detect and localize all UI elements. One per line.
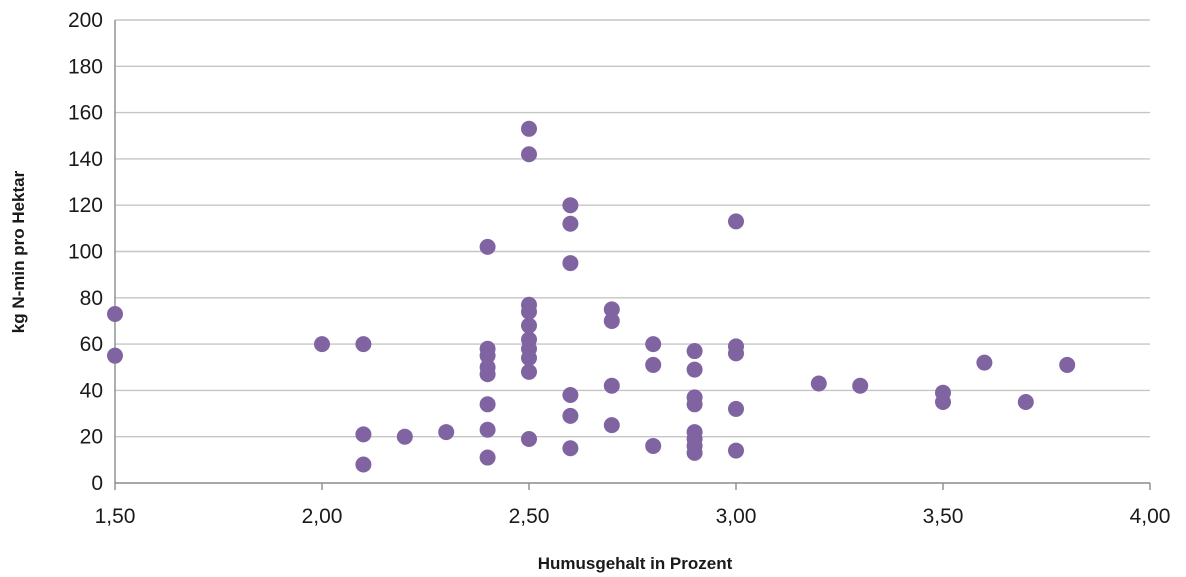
- data-point: [107, 347, 123, 364]
- y-tick-label: 200: [68, 9, 103, 32]
- data-point: [686, 396, 703, 413]
- data-point: [728, 345, 744, 362]
- x-tick-label: 3,00: [716, 505, 757, 528]
- data-point: [355, 456, 372, 473]
- axes: [114, 20, 1151, 490]
- data-point: [562, 197, 579, 214]
- data-point: [521, 303, 537, 320]
- x-axis-title: Humusgehalt in Prozent: [538, 554, 733, 573]
- y-tick-label: 60: [80, 333, 103, 356]
- y-tick-label: 0: [91, 472, 103, 495]
- data-point: [396, 428, 413, 445]
- data-point: [479, 396, 496, 413]
- data-point: [645, 356, 662, 373]
- x-tick-label: 1,50: [95, 505, 136, 528]
- data-point: [603, 301, 620, 318]
- data-point: [728, 213, 744, 230]
- data-point: [810, 375, 827, 392]
- data-point: [728, 442, 744, 459]
- y-tick-label: 80: [80, 287, 103, 310]
- y-axis-ticks: 0 20 40 60 80 100 120 140 160 180 200: [68, 9, 103, 495]
- y-tick-label: 160: [68, 102, 103, 125]
- data-point: [562, 387, 579, 404]
- data-point: [521, 349, 537, 366]
- y-tick-label: 120: [68, 194, 103, 217]
- data-point: [479, 449, 496, 466]
- grid-lines: [115, 19, 1150, 438]
- data-point: [1059, 356, 1076, 373]
- y-tick-label: 100: [68, 241, 103, 264]
- y-axis-title: kg N-min pro Hektar: [9, 170, 28, 333]
- x-tick-label: 2,00: [302, 505, 343, 528]
- data-point: [603, 417, 620, 434]
- x-tick-label: 4,00: [1130, 505, 1171, 528]
- y-tick-label: 40: [80, 379, 103, 402]
- data-point: [645, 336, 662, 353]
- data-point: [521, 120, 537, 137]
- data-point: [479, 347, 496, 364]
- data-point: [479, 366, 496, 383]
- data-point: [562, 440, 579, 457]
- data-point: [935, 393, 951, 410]
- data-point: [479, 421, 496, 438]
- y-tick-label: 180: [68, 55, 103, 78]
- data-point: [562, 407, 579, 424]
- data-point: [562, 215, 579, 232]
- data-point: [479, 238, 496, 255]
- data-point: [521, 146, 537, 163]
- data-point: [645, 437, 662, 454]
- data-point: [686, 361, 703, 378]
- data-point: [686, 444, 703, 461]
- data-point: [314, 336, 330, 353]
- data-point: [976, 354, 993, 371]
- data-point: [355, 336, 372, 353]
- data-points: [107, 120, 1076, 473]
- data-point: [521, 431, 537, 448]
- data-point: [603, 377, 620, 394]
- data-point: [603, 312, 620, 329]
- data-point: [521, 317, 537, 334]
- data-point: [521, 363, 537, 380]
- data-point: [562, 255, 579, 272]
- data-point: [355, 426, 372, 443]
- data-point: [686, 343, 703, 360]
- x-tick-label: 3,50: [923, 505, 964, 528]
- data-point: [728, 400, 744, 417]
- data-point: [852, 377, 869, 394]
- data-point: [438, 424, 455, 441]
- x-tick-label: 2,50: [509, 505, 550, 528]
- y-tick-label: 20: [80, 426, 103, 449]
- data-point: [107, 306, 123, 323]
- y-tick-label: 140: [68, 148, 103, 171]
- x-axis-ticks: 1,50 2,00 2,50 3,00 3,50 4,00: [95, 505, 1171, 528]
- data-point: [1017, 393, 1034, 410]
